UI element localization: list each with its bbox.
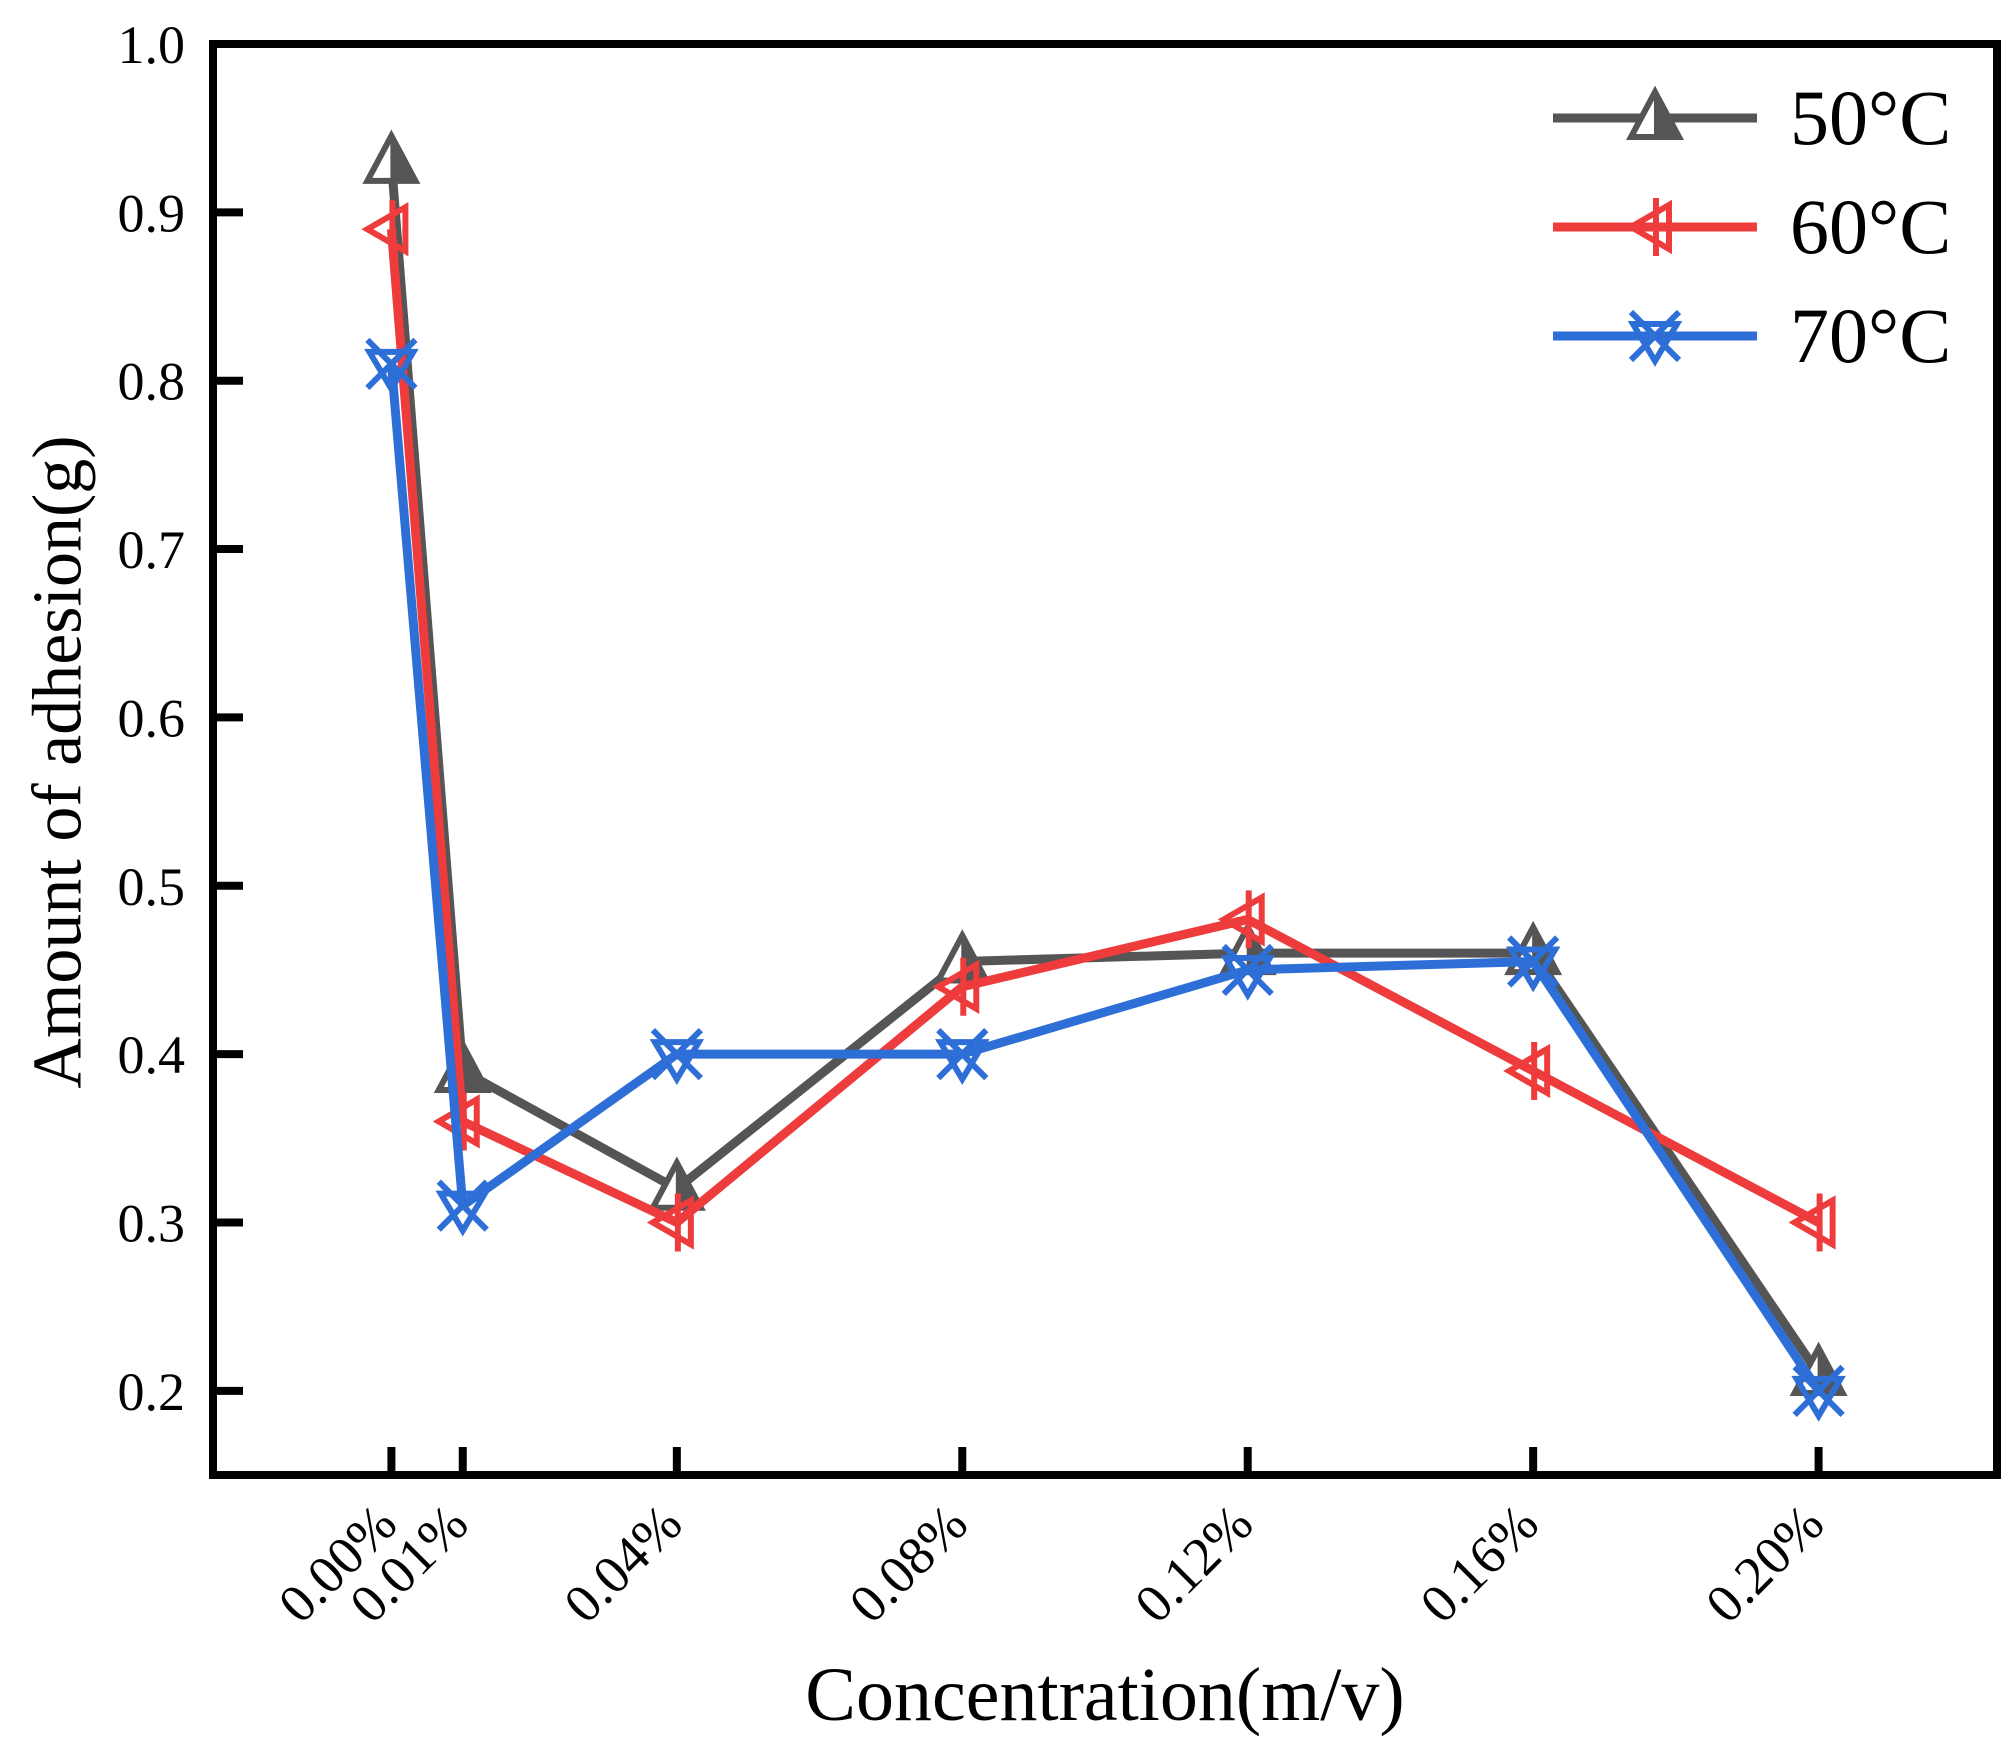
marker-open-left-triangle-vertical-line [1625,198,1672,256]
legend-label: 60°C [1790,183,1951,270]
legend-item: 50°C [1553,74,1951,161]
marker-open-left-triangle-vertical-line [1788,1193,1836,1252]
series-70c [364,337,1846,1422]
legend-item: 60°C [1553,183,1951,270]
legend-label: 50°C [1790,74,1951,161]
y-tick-label: 0.7 [118,520,186,580]
series-50c [362,129,1848,1396]
legend-label: 70°C [1790,292,1951,379]
legend-item: 70°C [1553,292,1951,379]
marker-open-left-triangle-vertical-line [646,1193,694,1252]
y-tick-label: 0.3 [118,1193,186,1253]
marker-open-down-triangle-with-x [1505,935,1561,993]
y-tick-label: 0.6 [118,688,186,748]
marker-open-down-triangle-with-x [1791,1364,1846,1422]
y-tick-label: 0.4 [118,1025,186,1085]
marker-open-down-triangle-with-x [435,1179,491,1237]
marker-open-down-triangle-with-x [1220,943,1275,1001]
marker-open-down-triangle-with-x [935,1027,990,1085]
x-tick-label: 0.16% [1409,1493,1550,1634]
marker-half-filled-up-triangle [362,129,421,184]
x-tick-label: 0.12% [1123,1493,1264,1634]
marker-open-left-triangle-vertical-line [1217,890,1265,949]
marker-open-down-triangle-with-x [649,1027,705,1085]
x-tick-label: 0.20% [1694,1493,1835,1634]
series-60c [361,200,1836,1252]
marker-open-left-triangle-vertical-line [932,957,980,1016]
legend: 50°C 60°C 70°C [1553,74,1951,379]
y-tick-label: 1.0 [118,15,186,75]
y-tick-label: 0.8 [118,352,186,412]
y-tick-label: 0.9 [118,183,186,243]
x-axis-title: Concentration(m/v) [805,1653,1405,1737]
marker-open-down-triangle-with-x [364,337,419,395]
plot-frame [209,40,2001,1479]
x-tick-label: 0.08% [838,1493,979,1634]
series-line [386,363,1823,1394]
y-axis-title: Amount of adhesion(g) [19,435,97,1089]
marker-open-down-triangle-with-x [1627,309,1683,367]
marker-open-left-triangle-vertical-line [1503,1041,1551,1100]
y-tick-label: 0.5 [118,857,186,917]
marker-open-left-triangle-vertical-line [361,200,409,259]
x-tick-label: 0.04% [552,1493,693,1634]
marker-half-filled-up-triangle [1626,85,1684,140]
y-tick-label: 0.2 [118,1362,186,1422]
